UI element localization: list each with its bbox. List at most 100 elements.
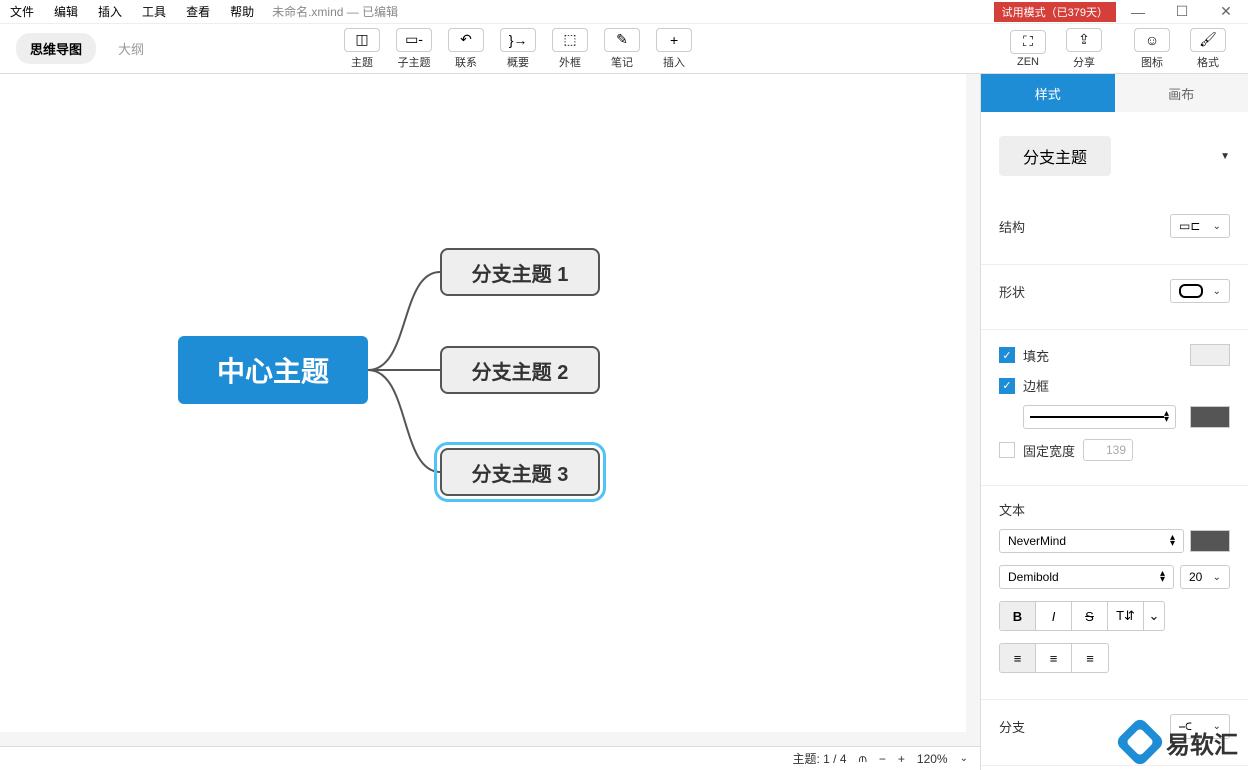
font-size-select[interactable]: 20⌄ xyxy=(1180,565,1230,589)
boundary-icon: ⬚ xyxy=(552,28,588,52)
close-button[interactable]: ✕ xyxy=(1204,0,1248,24)
brush-icon: 🖌 xyxy=(1190,28,1226,52)
filename: 未命名.xmind — 已编辑 xyxy=(272,3,398,20)
tab-style[interactable]: 样式 xyxy=(981,74,1115,112)
status-topic-count: 主题: 1 / 4 xyxy=(792,750,846,767)
menu-help[interactable]: 帮助 xyxy=(220,1,264,22)
panel-toggles: ☺图标 🖌格式 xyxy=(1128,26,1232,72)
zen-icon: ⛶ xyxy=(1010,30,1046,54)
label-fill: 填充 xyxy=(1023,346,1049,365)
section-line: ✓ 线条 xyxy=(981,766,1248,770)
format-panel: 样式 画布 分支主题 ▼ 结构 ▭⊏⌄ 形状 ⌄ ✓ 填充 ✓ 边框 ▴▾ xyxy=(980,74,1248,770)
tool-summary[interactable]: }→概要 xyxy=(494,26,542,72)
font-family-select[interactable]: NeverMind▴▾ xyxy=(999,529,1184,553)
tool-notes[interactable]: ✎笔记 xyxy=(598,26,646,72)
label-branch: 分支 xyxy=(999,717,1025,736)
text-style-group: B I S T⇵ ⌄ xyxy=(999,601,1165,631)
branch-topic-2[interactable]: 分支主题 2 xyxy=(440,346,600,394)
connectors xyxy=(0,74,980,746)
border-color[interactable] xyxy=(1190,406,1230,428)
insert-icon: + xyxy=(656,28,692,52)
branch-topic-3[interactable]: 分支主题 3 xyxy=(440,448,600,496)
structure-select[interactable]: ▭⊏⌄ xyxy=(1170,214,1230,238)
branch-topic-1[interactable]: 分支主题 1 xyxy=(440,248,600,296)
case-button[interactable]: T⇵ xyxy=(1108,602,1144,630)
topic-type-selector[interactable]: 分支主题 ▼ xyxy=(981,112,1248,200)
tool-subtopic[interactable]: ▭-子主题 xyxy=(390,26,438,72)
tool-share[interactable]: ⇪分享 xyxy=(1060,26,1108,72)
tool-insert[interactable]: +插入 xyxy=(650,26,698,72)
align-left-button[interactable]: ≡ xyxy=(1000,644,1036,672)
summary-icon: }→ xyxy=(500,28,536,52)
tab-outline[interactable]: 大纲 xyxy=(104,33,158,64)
smiley-icon: ☺ xyxy=(1134,28,1170,52)
relation-icon: ↶ xyxy=(448,28,484,52)
tab-canvas[interactable]: 画布 xyxy=(1115,74,1248,112)
case-dropdown[interactable]: ⌄ xyxy=(1144,602,1164,630)
notes-icon: ✎ xyxy=(604,28,640,52)
chevron-down-icon: ▼ xyxy=(1220,151,1230,162)
window-controls: — ☐ ✕ xyxy=(1116,0,1248,24)
topic-icon: ◫ xyxy=(344,28,380,52)
scrollbar-vertical[interactable] xyxy=(966,74,980,732)
label-structure: 结构 xyxy=(999,217,1025,236)
text-align-group: ≡ ≡ ≡ xyxy=(999,643,1109,673)
tab-mindmap[interactable]: 思维导图 xyxy=(16,33,96,64)
border-line-select[interactable]: ▴▾ xyxy=(1023,405,1176,429)
map-icon[interactable]: ⫙ xyxy=(859,751,867,766)
toggle-format[interactable]: 🖌格式 xyxy=(1184,26,1232,72)
watermark-icon xyxy=(1115,717,1166,768)
tool-zen[interactable]: ⛶ZEN xyxy=(1004,26,1052,72)
trial-badge: 试用模式（已379天） xyxy=(994,2,1116,22)
zoom-in-button[interactable]: + xyxy=(898,752,905,766)
shape-select[interactable]: ⌄ xyxy=(1170,279,1230,303)
section-shape: 形状 ⌄ xyxy=(981,265,1248,330)
strike-button[interactable]: S xyxy=(1072,602,1108,630)
view-tabs: 思维导图 大纲 xyxy=(16,33,158,64)
center-topic[interactable]: 中心主题 xyxy=(178,336,368,404)
align-center-button[interactable]: ≡ xyxy=(1036,644,1072,672)
scrollbar-horizontal[interactable] xyxy=(0,732,980,746)
tool-relation[interactable]: ↶联系 xyxy=(442,26,490,72)
mindmap: 中心主题 分支主题 1 分支主题 2 分支主题 3 xyxy=(0,74,980,746)
menu-edit[interactable]: 编辑 xyxy=(44,1,88,22)
section-structure: 结构 ▭⊏⌄ xyxy=(981,200,1248,265)
section-text: 文本 NeverMind▴▾ Demibold▴▾ 20⌄ B I S T⇵ ⌄… xyxy=(981,486,1248,700)
watermark: 易软汇 xyxy=(1122,724,1238,760)
title-bar: 文件 编辑 插入 工具 查看 帮助 未命名.xmind — 已编辑 试用模式（已… xyxy=(0,0,1248,24)
zoom-dropdown[interactable]: ⌄ xyxy=(960,753,968,764)
checkbox-fill[interactable]: ✓ xyxy=(999,347,1015,363)
canvas[interactable]: 中心主题 分支主题 1 分支主题 2 分支主题 3 xyxy=(0,74,980,746)
fixed-width-input[interactable] xyxy=(1083,439,1133,461)
toolbar: 思维导图 大纲 ◫主题 ▭-子主题 ↶联系 }→概要 ⬚外框 ✎笔记 +插入 ⛶… xyxy=(0,24,1248,74)
tool-boundary[interactable]: ⬚外框 xyxy=(546,26,594,72)
subtopic-icon: ▭- xyxy=(396,28,432,52)
tool-topic[interactable]: ◫主题 xyxy=(338,26,386,72)
menu-view[interactable]: 查看 xyxy=(176,1,220,22)
tool-group-right: ⛶ZEN ⇪分享 xyxy=(1004,26,1108,72)
label-border: 边框 xyxy=(1023,376,1049,395)
status-bar: 主题: 1 / 4 ⫙ − + 120% ⌄ xyxy=(0,746,980,770)
label-text: 文本 xyxy=(999,500,1230,519)
label-shape: 形状 xyxy=(999,282,1025,301)
checkbox-fixed-width[interactable] xyxy=(999,442,1015,458)
share-icon: ⇪ xyxy=(1066,28,1102,52)
watermark-text: 易软汇 xyxy=(1166,725,1238,760)
minimize-button[interactable]: — xyxy=(1116,0,1160,24)
menu-tools[interactable]: 工具 xyxy=(132,1,176,22)
menu-file[interactable]: 文件 xyxy=(0,1,44,22)
panel-tabs: 样式 画布 xyxy=(981,74,1248,112)
zoom-out-button[interactable]: − xyxy=(879,752,886,766)
zoom-level[interactable]: 120% xyxy=(917,752,948,766)
menu-insert[interactable]: 插入 xyxy=(88,1,132,22)
maximize-button[interactable]: ☐ xyxy=(1160,0,1204,24)
font-weight-select[interactable]: Demibold▴▾ xyxy=(999,565,1174,589)
structure-icon: ▭⊏ xyxy=(1179,219,1200,233)
text-color[interactable] xyxy=(1190,530,1230,552)
fill-color[interactable] xyxy=(1190,344,1230,366)
bold-button[interactable]: B xyxy=(1000,602,1036,630)
checkbox-border[interactable]: ✓ xyxy=(999,378,1015,394)
align-right-button[interactable]: ≡ xyxy=(1072,644,1108,672)
toggle-icons[interactable]: ☺图标 xyxy=(1128,26,1176,72)
italic-button[interactable]: I xyxy=(1036,602,1072,630)
